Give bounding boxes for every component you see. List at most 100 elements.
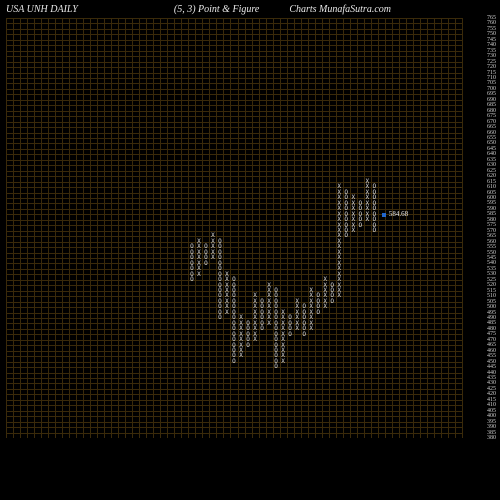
pnf-chart: OOOOOOOXXXXXXXOOOOXXXXXOOOOOOOOOOOOOOOXX… (6, 18, 462, 438)
y-tick-label: 410 (487, 402, 496, 408)
y-tick-label: 670 (487, 119, 496, 125)
o-box: O (357, 212, 364, 217)
y-tick-label: 585 (487, 211, 496, 217)
pf-column: XXXXX (209, 18, 216, 438)
y-tick-label: 730 (487, 53, 496, 59)
o-box: O (343, 217, 350, 222)
x-box: X (238, 315, 245, 320)
x-box: X (238, 321, 245, 326)
o-box: O (287, 326, 294, 331)
o-box: O (273, 288, 280, 293)
y-tick-label: 645 (487, 146, 496, 152)
x-box: X (350, 223, 357, 228)
y-tick-label: 420 (487, 391, 496, 397)
x-box: X (280, 353, 287, 358)
x-box: X (336, 217, 343, 222)
o-box: O (357, 206, 364, 211)
o-box: O (371, 195, 378, 200)
o-box: O (230, 304, 237, 309)
x-box: X (336, 212, 343, 217)
x-box: X (336, 190, 343, 195)
pf-column: XXXXXXXXX (252, 18, 259, 438)
pf-column: XXXXXXXX (266, 18, 273, 438)
o-box: O (287, 332, 294, 337)
pf-column: XXXXXXXX (308, 18, 315, 438)
x-box: X (350, 212, 357, 217)
x-box: X (266, 315, 273, 320)
pf-column: OOOOOO (301, 18, 308, 438)
pf-column: OOOOOOOOOOOOOOOO (230, 18, 237, 438)
y-tick-label: 415 (487, 397, 496, 403)
o-box: O (259, 315, 266, 320)
x-box: X (336, 288, 343, 293)
o-box: O (230, 293, 237, 298)
o-box: O (273, 326, 280, 331)
x-box: X (266, 288, 273, 293)
x-box: X (238, 337, 245, 342)
x-box: X (294, 299, 301, 304)
y-tick-label: 505 (487, 299, 496, 305)
x-box: X (223, 293, 230, 298)
x-box: X (209, 239, 216, 244)
o-box: O (216, 266, 223, 271)
y-tick-label: 515 (487, 288, 496, 294)
y-tick-label: 530 (487, 271, 496, 277)
x-box: X (364, 184, 371, 189)
x-box: X (223, 299, 230, 304)
y-tick-label: 500 (487, 304, 496, 310)
x-box: X (308, 304, 315, 309)
y-tick-label: 565 (487, 233, 496, 239)
o-box: O (273, 332, 280, 337)
o-box: O (216, 315, 223, 320)
o-box: O (230, 343, 237, 348)
x-box: X (336, 201, 343, 206)
pf-column: OOOOOOOOO (371, 18, 378, 438)
x-box: X (350, 195, 357, 200)
o-box: O (216, 304, 223, 309)
y-tick-label: 605 (487, 190, 496, 196)
x-box: X (364, 217, 371, 222)
y-tick-label: 700 (487, 86, 496, 92)
chart-header: USA UNH DAILY (5, 3) Point & Figure Char… (6, 4, 494, 15)
x-box: X (364, 212, 371, 217)
x-box: X (195, 266, 202, 271)
o-box: O (230, 359, 237, 364)
o-box: O (216, 261, 223, 266)
pf-column: XXXXXXXX (238, 18, 245, 438)
x-box: X (223, 283, 230, 288)
y-tick-label: 750 (487, 31, 496, 37)
o-box: O (273, 337, 280, 342)
o-box: O (188, 244, 195, 249)
y-tick-label: 625 (487, 168, 496, 174)
x-box: X (266, 304, 273, 309)
y-tick-label: 580 (487, 217, 496, 223)
y-tick-label: 615 (487, 179, 496, 185)
x-box: X (336, 272, 343, 277)
x-box: X (280, 332, 287, 337)
o-box: O (230, 310, 237, 315)
y-tick-label: 525 (487, 277, 496, 283)
x-box: X (308, 299, 315, 304)
o-box: O (230, 315, 237, 320)
y-tick-label: 650 (487, 140, 496, 146)
y-tick-label: 690 (487, 97, 496, 103)
o-box: O (216, 277, 223, 282)
o-box: O (202, 250, 209, 255)
y-tick-label: 435 (487, 375, 496, 381)
x-box: X (252, 299, 259, 304)
o-box: O (273, 359, 280, 364)
pf-column: XXXXXX (322, 18, 329, 438)
x-box: X (336, 206, 343, 211)
x-box: X (364, 206, 371, 211)
o-box: O (371, 184, 378, 189)
o-box: O (230, 326, 237, 331)
x-box: X (294, 310, 301, 315)
o-box: O (273, 315, 280, 320)
x-box: X (238, 353, 245, 358)
x-box: X (252, 304, 259, 309)
x-box: X (280, 359, 287, 364)
o-box: O (259, 326, 266, 331)
y-tick-label: 390 (487, 424, 496, 430)
x-box: X (223, 272, 230, 277)
y-tick-label: 440 (487, 370, 496, 376)
